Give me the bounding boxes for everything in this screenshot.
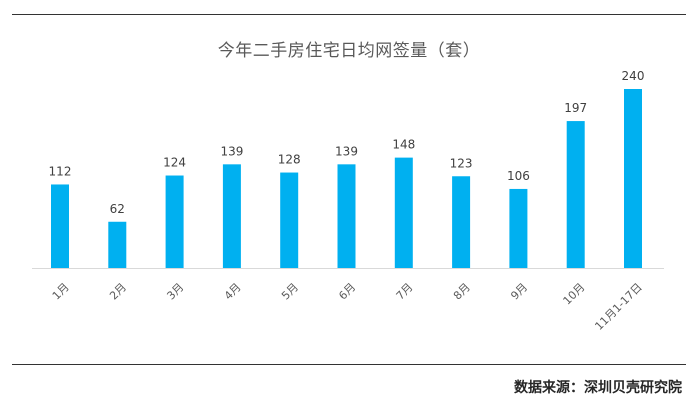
bar [51, 184, 69, 268]
bar [337, 164, 356, 268]
x-tick-label: 1月 [50, 281, 72, 303]
x-tick-label: 3月 [164, 281, 186, 303]
bar [452, 176, 471, 268]
data-label: 240 [622, 69, 645, 83]
data-label: 148 [392, 138, 415, 152]
data-label: 106 [507, 169, 530, 183]
bar [394, 157, 413, 268]
data-label: 112 [49, 164, 72, 178]
data-label: 139 [335, 144, 358, 158]
bottom-rule [12, 364, 686, 365]
bar [624, 89, 642, 268]
chart-title: 今年二手房住宅日均网签量（套） [217, 41, 481, 61]
x-tick-label: 6月 [336, 281, 358, 303]
x-tick-label: 9月 [508, 281, 530, 303]
top-rule [12, 14, 686, 15]
data-label: 124 [163, 156, 186, 170]
bar [566, 121, 585, 268]
x-tick-label: 11月1-17日 [592, 281, 644, 333]
x-tick-label: 4月 [222, 281, 244, 303]
x-tick-label: 2月 [107, 281, 129, 303]
data-label: 62 [110, 202, 125, 216]
bar [165, 175, 184, 268]
x-tick-label: 10月 [561, 281, 588, 308]
x-tick-label: 5月 [279, 281, 301, 303]
x-tick-label: 7月 [394, 281, 416, 303]
data-label: 123 [450, 156, 473, 170]
bar [108, 221, 127, 268]
data-label: 139 [220, 144, 243, 158]
bar [280, 172, 299, 268]
x-tick-label: 8月 [451, 281, 473, 303]
data-label: 197 [564, 101, 587, 115]
data-source-note: 数据来源：深圳贝壳研究院 [514, 380, 682, 396]
data-label: 128 [278, 153, 301, 167]
bar-chart: 112 1月 62 2月 124 3月 139 4月 128 5月 139 6月 148 7月 123 8月 1… [32, 69, 664, 333]
bar [509, 188, 528, 268]
bar [222, 164, 241, 268]
